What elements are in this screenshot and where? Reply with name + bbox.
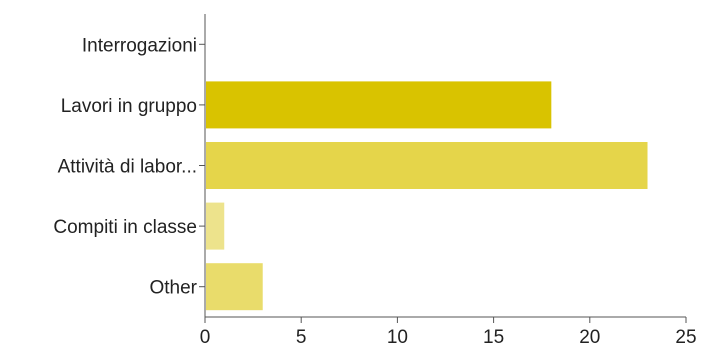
category-label: Interrogazioni bbox=[82, 35, 197, 56]
category-label: Other bbox=[149, 278, 197, 299]
bar bbox=[206, 263, 263, 311]
bar bbox=[206, 142, 648, 189]
category-label: Lavori in gruppo bbox=[61, 96, 197, 117]
x-tick-label: 10 bbox=[387, 327, 408, 348]
y-axis: Interrogazioni Lavori in gruppo Attività d… bbox=[53, 14, 206, 317]
category-label: Compiti in classe bbox=[53, 217, 197, 238]
bars bbox=[206, 81, 648, 311]
x-axis: 0 5 10 15 20 25 bbox=[200, 316, 697, 348]
bar bbox=[206, 81, 552, 129]
x-tick-label: 15 bbox=[483, 327, 504, 348]
category-label: Attività di labor... bbox=[58, 157, 197, 178]
x-tick-label: 25 bbox=[675, 327, 696, 348]
x-tick-label: 5 bbox=[296, 327, 307, 348]
x-tick-label: 20 bbox=[579, 327, 600, 348]
x-tick-label: 0 bbox=[200, 327, 211, 348]
bar bbox=[206, 202, 225, 250]
